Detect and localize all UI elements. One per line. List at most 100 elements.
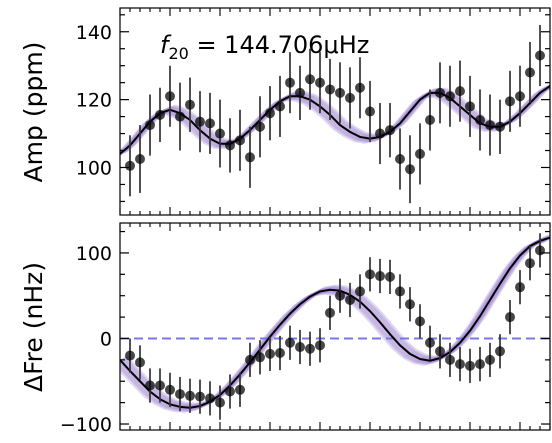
point-marker bbox=[125, 160, 135, 171]
y-tick-label: 120 bbox=[76, 90, 112, 112]
y-tick-label: 140 bbox=[76, 22, 112, 44]
point-marker bbox=[375, 271, 385, 282]
y-tick-label: 0 bbox=[100, 328, 112, 350]
data-point bbox=[505, 299, 515, 335]
data-point bbox=[385, 259, 395, 294]
point-marker bbox=[515, 91, 525, 102]
point-marker bbox=[215, 128, 225, 139]
point-marker bbox=[145, 380, 155, 391]
model-sample-curve bbox=[120, 236, 550, 411]
data-point bbox=[335, 278, 345, 313]
amplitude-x-ticks bbox=[119, 8, 551, 215]
point-marker bbox=[275, 101, 285, 112]
data-point bbox=[285, 52, 295, 114]
data-point bbox=[515, 270, 525, 305]
model-sample-curve bbox=[121, 234, 550, 409]
data-point bbox=[465, 348, 475, 383]
point-marker bbox=[515, 282, 525, 293]
amplitude-y-axis-label: Amp (ppm) bbox=[19, 42, 48, 183]
data-point bbox=[135, 345, 145, 380]
data-point bbox=[145, 94, 155, 156]
point-marker bbox=[495, 121, 505, 132]
data-point bbox=[155, 87, 165, 143]
point-marker bbox=[235, 384, 245, 395]
point-marker bbox=[175, 111, 185, 122]
point-marker bbox=[465, 101, 475, 112]
point-marker bbox=[435, 87, 445, 98]
point-marker bbox=[195, 391, 205, 402]
data-point bbox=[245, 126, 255, 188]
data-point bbox=[175, 82, 185, 151]
data-point bbox=[395, 274, 405, 309]
frequency-y-axis-label: ΔFre (nHz) bbox=[19, 262, 48, 392]
point-marker bbox=[485, 120, 495, 131]
data-point bbox=[535, 24, 545, 87]
point-marker bbox=[535, 50, 545, 61]
annotation-subscript: 20 bbox=[168, 44, 188, 63]
point-marker bbox=[345, 92, 355, 103]
point-marker bbox=[505, 96, 515, 107]
point-marker bbox=[385, 125, 395, 136]
model-sample-curve bbox=[120, 86, 547, 156]
point-marker bbox=[135, 357, 145, 368]
data-point bbox=[395, 128, 405, 190]
point-marker bbox=[225, 386, 235, 397]
data-point bbox=[455, 347, 465, 382]
data-point bbox=[275, 335, 285, 371]
frequency-annotation: f20 = 144.706μHz bbox=[160, 31, 369, 63]
point-marker bbox=[205, 118, 215, 129]
data-point bbox=[365, 80, 375, 143]
data-point bbox=[425, 89, 435, 151]
data-point bbox=[335, 62, 345, 124]
point-marker bbox=[125, 350, 135, 361]
point-marker bbox=[155, 380, 165, 391]
data-point bbox=[365, 257, 375, 292]
data-point bbox=[455, 60, 465, 122]
point-marker bbox=[505, 312, 515, 323]
point-marker bbox=[455, 359, 465, 370]
data-point bbox=[445, 65, 455, 127]
point-marker bbox=[355, 82, 365, 93]
data-point bbox=[305, 331, 315, 366]
data-point bbox=[215, 385, 225, 420]
amplitude-axes-frame bbox=[119, 7, 551, 216]
point-marker bbox=[335, 290, 345, 301]
data-point bbox=[305, 48, 315, 110]
data-point bbox=[245, 342, 255, 377]
point-marker bbox=[345, 294, 355, 305]
model-sample-curve bbox=[120, 235, 550, 409]
data-point bbox=[345, 282, 355, 318]
data-point bbox=[205, 92, 215, 154]
data-point bbox=[515, 65, 525, 127]
data-point bbox=[445, 342, 455, 377]
point-marker bbox=[315, 77, 325, 88]
point-marker bbox=[195, 116, 205, 127]
model-sample-curve bbox=[120, 238, 545, 413]
data-point bbox=[325, 295, 335, 330]
data-point bbox=[375, 103, 385, 165]
data-point bbox=[345, 67, 355, 129]
point-marker bbox=[295, 87, 305, 98]
y-tick-label: 100 bbox=[76, 157, 112, 179]
point-marker bbox=[485, 354, 495, 365]
frequency-y-ticks: −100 0 100 bbox=[60, 230, 550, 436]
data-point bbox=[195, 91, 205, 153]
data-point bbox=[525, 41, 535, 104]
data-point bbox=[355, 274, 365, 309]
point-marker bbox=[265, 348, 275, 359]
annotation-value: = 144.706μHz bbox=[189, 31, 370, 59]
point-marker bbox=[285, 77, 295, 88]
model-sample-curve bbox=[120, 237, 547, 413]
point-marker bbox=[255, 352, 265, 363]
data-point bbox=[165, 65, 175, 127]
data-point bbox=[195, 379, 205, 414]
point-marker bbox=[495, 346, 505, 357]
data-point bbox=[505, 70, 515, 132]
data-point bbox=[355, 57, 365, 119]
frequency-data-points bbox=[125, 233, 545, 420]
model-sample-curve bbox=[120, 87, 546, 155]
data-point bbox=[275, 75, 285, 137]
data-point bbox=[495, 99, 505, 154]
point-marker bbox=[275, 348, 285, 359]
